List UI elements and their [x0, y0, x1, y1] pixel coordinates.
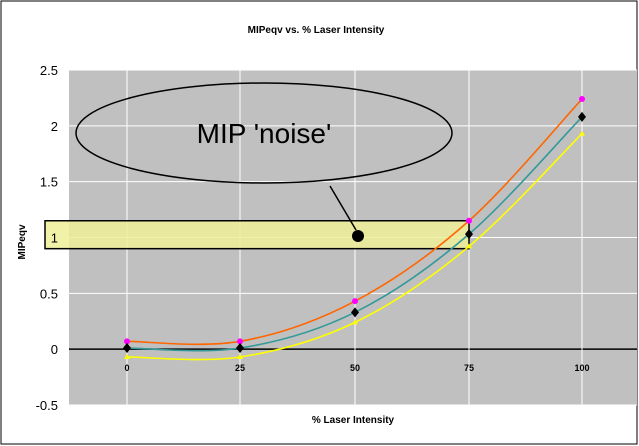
- noise-leader-dot: [352, 230, 364, 242]
- y-tick-labels: 2.5 2 1.5 1 0.5 0 -0.5: [36, 63, 58, 413]
- series-marker-1: [578, 111, 586, 122]
- y-axis-label: MIPeqv: [17, 224, 28, 259]
- noise-annotation: MIP 'noise': [75, 82, 453, 242]
- series-marker-0: [466, 217, 472, 224]
- y-tick-label: 2: [51, 119, 58, 134]
- series-marker-1: [236, 343, 244, 354]
- series-marker-1: [351, 307, 359, 318]
- x-tick-label: 100: [574, 363, 589, 373]
- x-tick-label: 50: [350, 363, 360, 373]
- series-marker-0: [352, 298, 358, 305]
- series-marker-2: [124, 353, 130, 359]
- x-tick-labels: 0 25 50 75 100: [124, 363, 589, 373]
- y-tick-label: -0.5: [36, 398, 58, 413]
- y-tick-label: 0.5: [40, 286, 58, 301]
- noise-leader-line: [329, 185, 357, 231]
- noise-band: [44, 220, 470, 250]
- x-tick-label: 75: [464, 363, 474, 373]
- series-marker-1: [123, 343, 131, 354]
- series-marker-2: [352, 319, 358, 325]
- series-marker-2: [579, 130, 585, 136]
- y-tick-label: 2.5: [40, 63, 58, 78]
- series-marker-0: [579, 96, 585, 103]
- x-axis-label: % Laser Intensity: [312, 415, 395, 426]
- noise-band-rect: [44, 220, 470, 250]
- series-marker-0: [237, 338, 243, 345]
- x-tick-label: 25: [235, 363, 245, 373]
- noise-label: MIP 'noise': [197, 118, 332, 149]
- series-marker-2: [237, 353, 243, 359]
- series-markers: [123, 96, 586, 359]
- y-tick-label: 1: [51, 231, 58, 246]
- series-marker-0: [124, 338, 130, 345]
- series-marker-1: [465, 229, 473, 240]
- y-tick-label: 1.5: [40, 175, 58, 190]
- noise-ellipse: [75, 82, 453, 184]
- chart-title: MIPeqv vs. % Laser Intensity: [248, 25, 385, 36]
- series-marker-2: [466, 243, 472, 249]
- y-tick-label: 0: [51, 342, 58, 357]
- x-tick-label: 0: [124, 363, 129, 373]
